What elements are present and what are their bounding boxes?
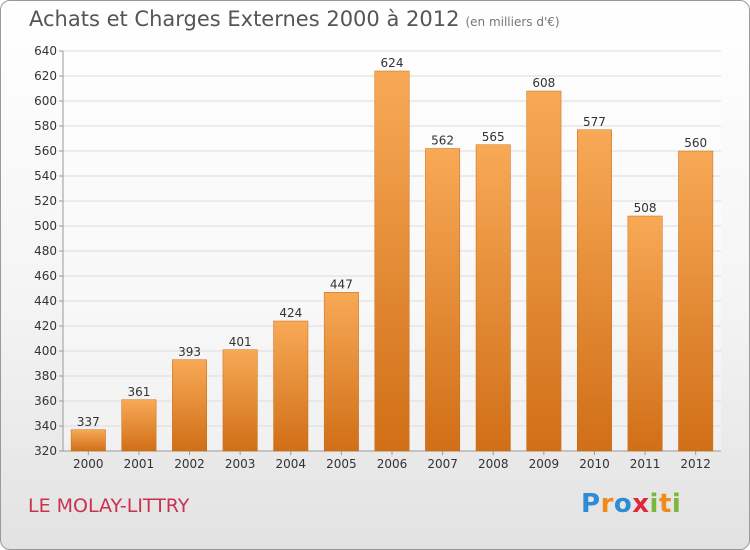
bar [627,215,663,452]
logo-letter: P [581,489,601,519]
y-tick-label: 620 [34,69,57,83]
bar [374,70,410,452]
data-label: 401 [229,335,252,349]
y-tick-label: 340 [34,419,57,433]
x-tick-label: 2004 [275,457,306,471]
y-tick-label: 560 [34,144,57,158]
y-tick-label: 640 [34,44,57,58]
bar [70,429,106,452]
bar [172,359,207,452]
proxiti-logo: Proxiti [581,489,681,519]
logo-letter: r [600,489,614,519]
data-label: 608 [532,76,555,90]
data-label: 577 [583,115,606,129]
x-tick-label: 2009 [529,457,560,471]
y-tick-label: 380 [34,369,57,383]
y-tick-label: 360 [34,394,57,408]
x-tick-label: 2006 [377,457,408,471]
x-tick-label: 2012 [680,457,711,471]
logo-letter: o [613,489,633,519]
x-tick-label: 2000 [73,457,104,471]
x-tick-label: 2005 [326,457,357,471]
bar [577,129,612,452]
y-tick-label: 320 [34,444,57,458]
data-label: 560 [684,136,707,150]
data-label: 424 [279,306,302,320]
x-tick-label: 2010 [579,457,610,471]
data-label: 447 [330,277,353,291]
y-tick-label: 460 [34,269,57,283]
bar [475,144,511,452]
x-tick-label: 2001 [124,457,155,471]
bar [273,320,309,452]
logo-letter: x [632,489,650,519]
logo-letter: i [671,489,682,519]
bar [323,292,359,452]
y-tick-label: 580 [34,119,57,133]
y-tick-label: 540 [34,169,57,183]
data-label: 393 [178,345,201,359]
chart-title-text: Achats et Charges Externes 2000 à 2012 [29,7,460,31]
x-tick-label: 2003 [225,457,256,471]
y-tick-label: 420 [34,319,57,333]
bar [678,150,714,452]
y-tick-label: 440 [34,294,57,308]
y-tick-label: 500 [34,219,57,233]
data-label: 508 [634,201,657,215]
chart-subtitle: (en milliers d'€) [465,15,560,29]
logo-letter: i [649,489,659,519]
x-tick-label: 2002 [174,457,205,471]
x-tick-label: 2011 [630,457,661,471]
logo-letter: t [658,489,672,519]
bar [425,148,461,452]
data-label: 624 [381,56,404,70]
y-tick-label: 600 [34,94,57,108]
x-tick-label: 2007 [427,457,458,471]
data-label: 562 [431,134,454,148]
data-label: 565 [482,130,505,144]
place-name: LE MOLAY-LITTRY [28,495,190,517]
bar [121,399,157,452]
data-label: 337 [77,415,100,429]
x-tick-label: 2008 [478,457,509,471]
y-tick-label: 480 [34,244,57,258]
bar [526,90,562,452]
bar [222,349,258,452]
y-tick-label: 520 [34,194,57,208]
y-tick-label: 400 [34,344,57,358]
data-label: 361 [127,385,150,399]
chart-title: Achats et Charges Externes 2000 à 2012 (e… [29,7,560,31]
